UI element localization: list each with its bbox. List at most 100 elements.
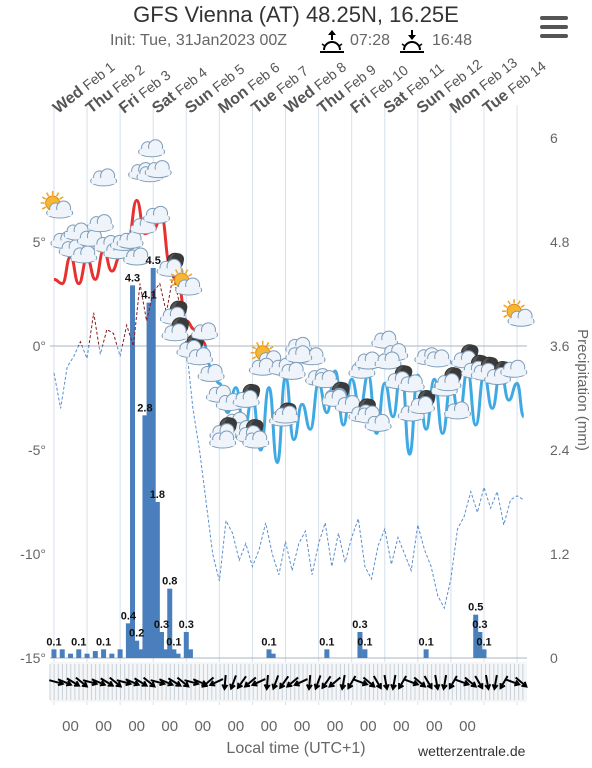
moon-cloud-icon	[470, 356, 499, 381]
wind-arrow	[237, 675, 247, 689]
precip-value-label: 4.1	[141, 290, 156, 302]
wind-arrow-head	[208, 680, 216, 687]
wind-arrow-head	[65, 680, 73, 687]
precip-value-label: 0.3	[179, 619, 194, 631]
moon-cloud-icon	[161, 317, 190, 342]
wind-arrow-head	[149, 681, 156, 688]
cloud-shape	[176, 339, 204, 358]
cloud-shape	[407, 396, 435, 415]
wind-arrow-head	[375, 683, 382, 690]
wind-arrow	[353, 678, 368, 686]
precip-value-label: 0.1	[46, 636, 61, 648]
temperature-line-warm	[53, 198, 207, 346]
wind-arrow	[100, 677, 114, 687]
moon-cloud-icon	[156, 252, 185, 277]
cloud-icon	[311, 370, 339, 389]
precip-value-label: 2.8	[137, 402, 152, 414]
wind-arrow-head	[347, 683, 354, 690]
cloud-icon	[424, 349, 452, 368]
precip-bar	[130, 285, 136, 658]
wind-arrow	[321, 675, 332, 689]
precip-value-label: 4.3	[125, 272, 140, 284]
wind-arrow	[265, 674, 269, 690]
wind-arrow	[125, 678, 139, 686]
midnight-label: 00	[459, 718, 476, 735]
wind-arrow-head	[243, 681, 251, 688]
midnight-label: 00	[426, 718, 443, 735]
wind-arrow-head	[192, 679, 200, 687]
wind-arrow	[484, 674, 490, 690]
day-weekday: Thu	[83, 86, 117, 117]
moon-cloud-icon	[235, 419, 264, 444]
wind-arrow	[230, 675, 237, 689]
x-axis-title: Local time (UTC+1)	[226, 740, 366, 757]
wind-arrow-head	[133, 680, 141, 687]
precip-bar	[150, 268, 156, 658]
cloud-icon	[278, 361, 306, 380]
precip-value-label: 0.1	[96, 636, 111, 648]
precip-bar	[117, 649, 123, 658]
wind-arrow	[454, 678, 469, 686]
wind-arrow-head	[81, 681, 89, 688]
precip-bar	[158, 632, 164, 658]
precip-value-label: 0.3	[472, 619, 487, 631]
precip-value-label: 4.5	[146, 255, 161, 267]
wind-arrow-head	[390, 683, 398, 691]
grid-lines	[50, 105, 527, 705]
day-weekday: Fri	[348, 91, 375, 117]
precip-value-label: 0.1	[71, 636, 86, 648]
cloud-shape	[175, 277, 203, 296]
cloud-icon	[197, 363, 225, 382]
cloud-shape	[450, 350, 478, 369]
cloud-icon	[248, 357, 276, 376]
cloud-icon	[138, 139, 166, 158]
wind-arrow	[341, 674, 346, 690]
wind-arrow-head	[433, 683, 441, 691]
precip-bar	[92, 651, 98, 658]
sunset-icon	[400, 30, 424, 53]
day-date: Feb 2	[109, 61, 147, 96]
hamburger-menu-icon[interactable]	[540, 16, 568, 38]
wind-arrow	[434, 674, 439, 690]
cloud-shape	[235, 425, 263, 444]
wind-arrow	[82, 679, 97, 685]
wind-arrow	[272, 675, 280, 689]
cloud-icon	[397, 403, 425, 422]
cloud-icon	[371, 330, 399, 349]
cloud-icon	[222, 411, 250, 430]
source-credit[interactable]: wetterzentrale.de	[418, 743, 526, 759]
wind-arrow-head	[125, 679, 133, 687]
wind-arrow	[413, 676, 426, 688]
midnight-label: 00	[228, 718, 245, 735]
day-date: Feb 6	[244, 59, 282, 94]
cloud-shape	[159, 306, 187, 325]
cloud-icon	[63, 222, 91, 241]
wind-arrow-head	[463, 679, 471, 687]
precip-bar	[270, 653, 276, 658]
wind-arrow-head	[236, 682, 243, 690]
day-date: Feb 1	[80, 59, 118, 94]
dewpoint-lines	[53, 275, 524, 610]
cloud-icon	[136, 164, 164, 183]
precip-value-label: 0.3	[154, 619, 169, 631]
day-weekday: Tue	[248, 87, 280, 117]
wind-arrow-head	[328, 681, 335, 688]
wind-arrow	[109, 676, 122, 688]
wind-arrow-head	[484, 683, 492, 691]
wind-arrow	[499, 675, 509, 689]
wind-arrow	[202, 676, 215, 688]
cloud-shape	[269, 408, 297, 427]
sun-cloud-icon	[169, 268, 203, 296]
wind-arrow	[252, 678, 266, 686]
cloud-shape	[484, 366, 512, 385]
precip-bar	[84, 653, 90, 658]
precip-value-label: 0.1	[261, 636, 276, 648]
wind-arrow	[279, 675, 290, 689]
precip-bar	[76, 649, 82, 658]
cloud-icon	[205, 384, 233, 403]
wind-arrow	[308, 674, 312, 690]
wind-arrow	[176, 676, 189, 688]
cloud-shape	[384, 371, 412, 390]
day-weekday: Sat	[149, 88, 180, 117]
